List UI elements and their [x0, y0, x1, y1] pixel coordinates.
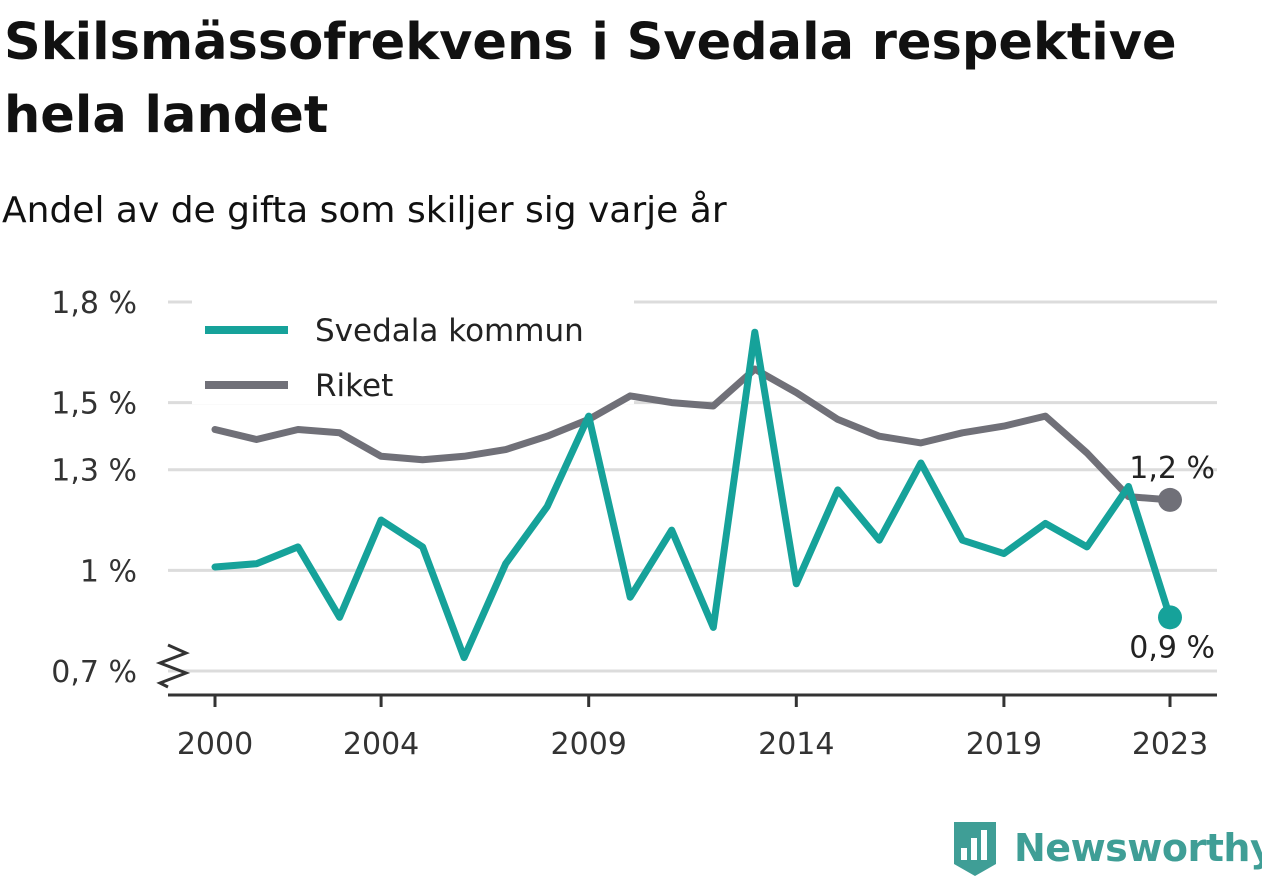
x-tick-label: 2000: [177, 727, 253, 762]
end-labels: 1,2 % 0,9 %: [1129, 451, 1215, 665]
legend-label-riket: Riket: [315, 368, 393, 404]
y-tick-label: 1,5 %: [51, 387, 137, 422]
end-label-svedala: 0,9 %: [1129, 630, 1215, 665]
x-tick-label: 2023: [1132, 727, 1208, 762]
y-tick-label: 1,8 %: [51, 286, 137, 321]
brand-name: Newsworthy: [1014, 826, 1262, 870]
end-point-riket: [1158, 487, 1182, 512]
x-tick-label: 2019: [966, 727, 1042, 762]
y-tick-label: 1,3 %: [51, 454, 137, 489]
series-lines: [211, 328, 1182, 662]
x-tick-label: 2009: [551, 727, 627, 762]
y-tick-label: 0,7 %: [51, 655, 137, 690]
axis-break-icon: [155, 643, 191, 689]
end-point-svedala: [1158, 605, 1182, 630]
series-line-riket: [211, 365, 1174, 504]
series-line-svedala: [211, 328, 1174, 662]
brand-logo: Newsworthy: [950, 818, 1262, 878]
x-tick-label: 2014: [758, 727, 834, 762]
x-tick-label: 2004: [343, 727, 419, 762]
chart-title: Skilsmässofrekvens i Svedala respektive …: [4, 13, 1177, 145]
legend-label-svedala: Svedala kommun: [315, 313, 584, 349]
legend: Svedala kommun Riket: [192, 296, 634, 404]
chart-subtitle: Andel av de gifta som skiljer sig varje …: [2, 190, 727, 231]
end-label-riket: 1,2 %: [1129, 451, 1215, 486]
y-tick-label: 1 %: [80, 554, 137, 589]
axes: 0,7 % 1 % 1,3 % 1,5 % 1,8 % 2000 2004 2009 2014 2…: [51, 286, 1217, 762]
newsworthy-logo-icon: [954, 822, 996, 876]
